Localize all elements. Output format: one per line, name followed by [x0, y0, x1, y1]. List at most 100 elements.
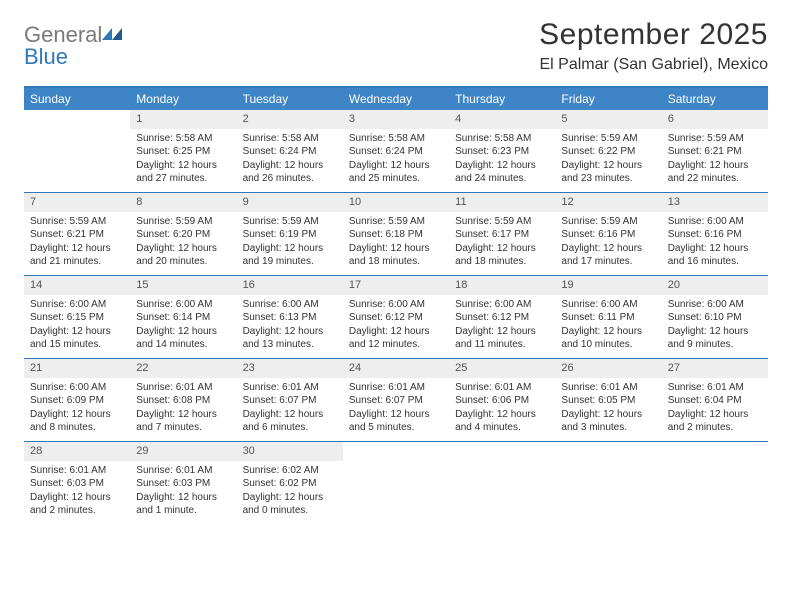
daylight-line: Daylight: 12 hours and 18 minutes.: [455, 242, 549, 269]
calendar: Sunday Monday Tuesday Wednesday Thursday…: [24, 86, 768, 524]
day-number: 4: [449, 110, 555, 129]
day-body: Sunrise: 6:00 AMSunset: 6:13 PMDaylight:…: [237, 295, 343, 358]
day-number: 24: [343, 359, 449, 378]
daylight-line: Daylight: 12 hours and 24 minutes.: [455, 159, 549, 186]
daylight-line: Daylight: 12 hours and 12 minutes.: [349, 325, 443, 352]
sunset-line: Sunset: 6:02 PM: [243, 477, 337, 491]
daylight-line: Daylight: 12 hours and 21 minutes.: [30, 242, 124, 269]
daylight-line: Daylight: 12 hours and 18 minutes.: [349, 242, 443, 269]
dow-fri: Friday: [555, 88, 661, 110]
day-number: 27: [662, 359, 768, 378]
day-body: Sunrise: 6:01 AMSunset: 6:06 PMDaylight:…: [449, 378, 555, 441]
sunset-line: Sunset: 6:06 PM: [455, 394, 549, 408]
day-cell: 11Sunrise: 5:59 AMSunset: 6:17 PMDayligh…: [449, 193, 555, 275]
sunrise-line: Sunrise: 5:59 AM: [30, 215, 124, 229]
day-cell: 9Sunrise: 5:59 AMSunset: 6:19 PMDaylight…: [237, 193, 343, 275]
daylight-line: Daylight: 12 hours and 15 minutes.: [30, 325, 124, 352]
weeks-container: 1Sunrise: 5:58 AMSunset: 6:25 PMDaylight…: [24, 110, 768, 524]
day-cell: [343, 442, 449, 524]
day-body: Sunrise: 5:58 AMSunset: 6:25 PMDaylight:…: [130, 129, 236, 192]
day-body: Sunrise: 6:01 AMSunset: 6:08 PMDaylight:…: [130, 378, 236, 441]
sunset-line: Sunset: 6:16 PM: [668, 228, 762, 242]
sunset-line: Sunset: 6:18 PM: [349, 228, 443, 242]
sunset-line: Sunset: 6:15 PM: [30, 311, 124, 325]
sunset-line: Sunset: 6:17 PM: [455, 228, 549, 242]
day-body: Sunrise: 6:01 AMSunset: 6:04 PMDaylight:…: [662, 378, 768, 441]
sunrise-line: Sunrise: 5:59 AM: [668, 132, 762, 146]
sunrise-line: Sunrise: 6:00 AM: [455, 298, 549, 312]
sunrise-line: Sunrise: 6:00 AM: [30, 298, 124, 312]
day-body: Sunrise: 6:02 AMSunset: 6:02 PMDaylight:…: [237, 461, 343, 524]
sunset-line: Sunset: 6:05 PM: [561, 394, 655, 408]
sunrise-line: Sunrise: 5:58 AM: [136, 132, 230, 146]
sunset-line: Sunset: 6:08 PM: [136, 394, 230, 408]
daylight-line: Daylight: 12 hours and 17 minutes.: [561, 242, 655, 269]
sunset-line: Sunset: 6:12 PM: [455, 311, 549, 325]
page: GeneralBlue September 2025 El Palmar (Sa…: [0, 0, 792, 542]
week-row: 7Sunrise: 5:59 AMSunset: 6:21 PMDaylight…: [24, 192, 768, 275]
day-number: 21: [24, 359, 130, 378]
day-cell: [24, 110, 130, 192]
daylight-line: Daylight: 12 hours and 11 minutes.: [455, 325, 549, 352]
daylight-line: Daylight: 12 hours and 23 minutes.: [561, 159, 655, 186]
day-body: Sunrise: 5:58 AMSunset: 6:24 PMDaylight:…: [237, 129, 343, 192]
day-number: 30: [237, 442, 343, 461]
day-body: Sunrise: 5:59 AMSunset: 6:21 PMDaylight:…: [662, 129, 768, 192]
daylight-line: Daylight: 12 hours and 14 minutes.: [136, 325, 230, 352]
dow-thu: Thursday: [449, 88, 555, 110]
day-body: Sunrise: 6:00 AMSunset: 6:10 PMDaylight:…: [662, 295, 768, 358]
day-body: Sunrise: 6:01 AMSunset: 6:07 PMDaylight:…: [237, 378, 343, 441]
day-cell: 27Sunrise: 6:01 AMSunset: 6:04 PMDayligh…: [662, 359, 768, 441]
day-cell: [449, 442, 555, 524]
day-cell: [555, 442, 661, 524]
sunset-line: Sunset: 6:07 PM: [349, 394, 443, 408]
day-cell: 7Sunrise: 5:59 AMSunset: 6:21 PMDaylight…: [24, 193, 130, 275]
sunset-line: Sunset: 6:25 PM: [136, 145, 230, 159]
day-body: Sunrise: 5:59 AMSunset: 6:19 PMDaylight:…: [237, 212, 343, 275]
day-cell: 1Sunrise: 5:58 AMSunset: 6:25 PMDaylight…: [130, 110, 236, 192]
sunrise-line: Sunrise: 6:02 AM: [243, 464, 337, 478]
day-cell: 16Sunrise: 6:00 AMSunset: 6:13 PMDayligh…: [237, 276, 343, 358]
day-number: 12: [555, 193, 661, 212]
day-number: 5: [555, 110, 661, 129]
sunset-line: Sunset: 6:13 PM: [243, 311, 337, 325]
sunset-line: Sunset: 6:03 PM: [136, 477, 230, 491]
day-number: 23: [237, 359, 343, 378]
sunset-line: Sunset: 6:21 PM: [668, 145, 762, 159]
day-number: 19: [555, 276, 661, 295]
day-number: 11: [449, 193, 555, 212]
day-number: 29: [130, 442, 236, 461]
day-number: 8: [130, 193, 236, 212]
day-number: 17: [343, 276, 449, 295]
sunrise-line: Sunrise: 6:00 AM: [349, 298, 443, 312]
sunrise-line: Sunrise: 5:58 AM: [455, 132, 549, 146]
sunrise-line: Sunrise: 5:58 AM: [243, 132, 337, 146]
sunrise-line: Sunrise: 6:01 AM: [136, 381, 230, 395]
day-body: Sunrise: 5:59 AMSunset: 6:18 PMDaylight:…: [343, 212, 449, 275]
daylight-line: Daylight: 12 hours and 0 minutes.: [243, 491, 337, 518]
day-cell: 25Sunrise: 6:01 AMSunset: 6:06 PMDayligh…: [449, 359, 555, 441]
day-number: 26: [555, 359, 661, 378]
day-cell: 13Sunrise: 6:00 AMSunset: 6:16 PMDayligh…: [662, 193, 768, 275]
page-title: September 2025: [539, 18, 768, 52]
sunset-line: Sunset: 6:22 PM: [561, 145, 655, 159]
logo-flag-icon: [102, 24, 124, 46]
sunset-line: Sunset: 6:23 PM: [455, 145, 549, 159]
sunrise-line: Sunrise: 6:01 AM: [668, 381, 762, 395]
day-cell: 14 Sunrise: 6:00 AMSunset: 6:15 PMDayligh…: [24, 276, 130, 358]
sunrise-line: Sunrise: 5:59 AM: [243, 215, 337, 229]
day-cell: 28Sunrise: 6:01 AMSunset: 6:03 PMDayligh…: [24, 442, 130, 524]
logo-text-2: Blue: [24, 44, 68, 69]
day-body: Sunrise: 6:00 AMSunset: 6:16 PMDaylight:…: [662, 212, 768, 275]
day-number: 9: [237, 193, 343, 212]
daylight-line: Daylight: 12 hours and 4 minutes.: [455, 408, 549, 435]
day-cell: 17Sunrise: 6:00 AMSunset: 6:12 PMDayligh…: [343, 276, 449, 358]
sunrise-line: Sunrise: 6:01 AM: [243, 381, 337, 395]
sunrise-line: Sunrise: 6:00 AM: [561, 298, 655, 312]
dow-tue: Tuesday: [237, 88, 343, 110]
day-number: 7: [24, 193, 130, 212]
sunset-line: Sunset: 6:24 PM: [243, 145, 337, 159]
day-body: Sunrise: 5:59 AMSunset: 6:20 PMDaylight:…: [130, 212, 236, 275]
day-number: 14: [24, 276, 130, 295]
day-body: Sunrise: 5:59 AMSunset: 6:21 PMDaylight:…: [24, 212, 130, 275]
